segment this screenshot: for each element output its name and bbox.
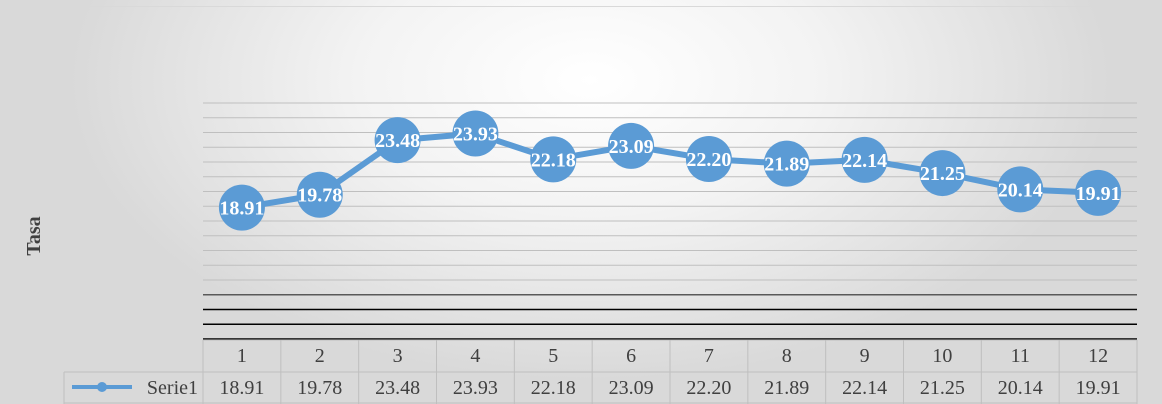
data-point	[530, 136, 577, 183]
data-point	[919, 150, 966, 197]
x-tick-label: 7	[704, 345, 714, 367]
x-tick-label: 4	[470, 345, 480, 367]
data-point	[218, 184, 265, 231]
series-line	[238, 130, 1102, 211]
data-point	[685, 136, 732, 183]
table-value: 22.18	[531, 377, 576, 399]
series-serie1: 18.91 19.78 23.48 23.93 22.18 23.09 22.20 21.89…	[218, 110, 1122, 231]
data-point	[997, 166, 1044, 213]
table-value: 19.78	[297, 377, 342, 399]
x-tick-label: 1	[237, 345, 247, 367]
data-label: 18.91	[219, 198, 264, 220]
data-label: 20.14	[998, 179, 1043, 201]
x-tick-label: 3	[393, 345, 403, 367]
data-label: 23.09	[609, 136, 654, 158]
x-tick-label: 12	[1088, 345, 1108, 367]
data-point	[1075, 169, 1122, 216]
data-point	[608, 122, 655, 169]
x-tick-label: 6	[626, 345, 636, 367]
data-label: 21.89	[764, 154, 809, 176]
table-value: 23.48	[375, 377, 420, 399]
legend-marker	[97, 382, 107, 392]
data-point	[452, 110, 499, 157]
table-value: 23.93	[453, 377, 498, 399]
table-value: 18.91	[219, 377, 264, 399]
data-label: 19.78	[297, 185, 342, 207]
x-tick-label: 11	[1011, 345, 1030, 367]
table-value: 20.14	[998, 377, 1043, 399]
x-tick-label: 10	[932, 345, 952, 367]
table-value: 21.89	[764, 377, 809, 399]
gridlines	[203, 102, 1137, 340]
y-axis-title: Tasa	[23, 216, 45, 255]
table-value: 21.25	[920, 377, 965, 399]
table-value: 22.20	[686, 377, 731, 399]
legend-label: Serie1	[147, 377, 198, 399]
data-label: 22.20	[686, 149, 731, 171]
table-value: 19.91	[1076, 377, 1121, 399]
data-label: 23.93	[453, 124, 498, 146]
data-point	[841, 136, 888, 183]
data-point	[374, 117, 421, 164]
x-tick-label: 9	[860, 345, 870, 367]
data-label: 22.18	[531, 149, 576, 171]
data-label: 22.14	[842, 150, 887, 172]
data-point	[296, 171, 343, 218]
data-label: 19.91	[1076, 183, 1121, 205]
data-point	[763, 140, 810, 187]
x-tick-label: 2	[315, 345, 325, 367]
x-tick-label: 8	[782, 345, 792, 367]
table-value: 22.14	[842, 377, 887, 399]
data-label: 23.48	[375, 130, 420, 152]
table-value: 23.09	[609, 377, 654, 399]
data-label: 21.25	[920, 163, 965, 185]
x-tick-label: 5	[548, 345, 558, 367]
